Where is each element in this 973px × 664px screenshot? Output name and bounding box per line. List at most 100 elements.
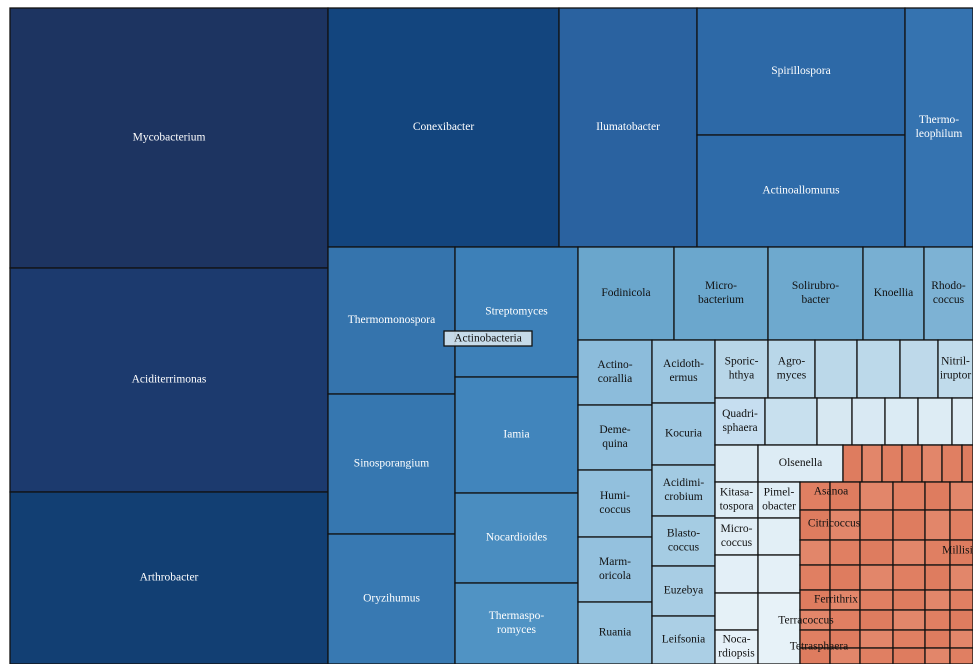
- tile-label: corallia: [598, 373, 632, 385]
- tile-label: Thermaspo-: [489, 610, 545, 622]
- tile-label: crobium: [664, 491, 702, 503]
- tile: [454, 582, 579, 664]
- tile: [714, 339, 769, 399]
- tile: [9, 7, 329, 269]
- tile: [757, 517, 801, 556]
- tile: [861, 444, 883, 483]
- tile-label: Nitril-: [941, 356, 970, 368]
- tile: [899, 339, 939, 399]
- tile: [924, 564, 951, 591]
- tile: [904, 7, 973, 248]
- tile: [651, 339, 716, 404]
- tile: [799, 509, 831, 541]
- tile: [949, 629, 973, 649]
- tile-label: Knoellia: [874, 287, 914, 299]
- tile-label: Ruania: [599, 627, 632, 639]
- tile-label: Asanoa: [814, 486, 849, 498]
- tile-label: ermus: [669, 372, 698, 384]
- tile: [577, 469, 653, 538]
- tile: [829, 481, 861, 511]
- tile-label: Nocardioides: [486, 532, 548, 544]
- tile-label: myces: [777, 370, 807, 382]
- tile-label: leophilum: [916, 128, 963, 140]
- tile: [558, 7, 698, 248]
- tile: [327, 246, 456, 395]
- tile-label: Marm-: [599, 556, 631, 568]
- tile: [829, 564, 861, 591]
- tile-label: Citricoccus: [808, 518, 861, 530]
- tile-label: Euzebya: [664, 585, 704, 597]
- tile: [454, 492, 579, 584]
- tile-label: Agro-: [778, 356, 806, 368]
- tile-label: coccus: [933, 294, 965, 306]
- tile-label: Arthrobacter: [140, 572, 199, 584]
- tile-label: rdiopsis: [718, 648, 755, 660]
- tile-label: sphaera: [722, 422, 757, 434]
- tile-label: obacter: [762, 501, 796, 513]
- tile-label: Spirillospora: [771, 65, 830, 77]
- tile: [696, 134, 906, 248]
- tile: [924, 647, 951, 664]
- tile: [892, 647, 926, 664]
- tile-label: tospora: [720, 501, 754, 513]
- tile: [923, 246, 973, 341]
- tile-label: hthya: [729, 370, 755, 382]
- tile: [924, 509, 951, 541]
- tile-label: bacter: [801, 294, 829, 306]
- tile-label: coccus: [721, 537, 753, 549]
- tile: [859, 609, 894, 631]
- tile-label: romyces: [497, 624, 536, 636]
- tile: [757, 592, 801, 664]
- tile-label: Streptomyces: [485, 306, 548, 318]
- tile: [454, 246, 579, 378]
- tile-label: Olsenella: [779, 457, 822, 469]
- tile-label: Terracoccus: [778, 615, 834, 627]
- tile-label: Humi-: [600, 490, 630, 502]
- tile-label: Kitasa-: [720, 487, 753, 499]
- tile-label: Mycobacterium: [133, 132, 206, 144]
- tile-label: Actino-: [597, 359, 632, 371]
- tile-label: Rhodo-: [931, 280, 966, 292]
- tile: [924, 609, 951, 631]
- tile: [714, 592, 759, 631]
- tile: [9, 267, 329, 493]
- tile-label: Thermo-: [919, 114, 959, 126]
- tile: [577, 601, 653, 664]
- tile-label: Iamia: [503, 429, 529, 441]
- tile: [937, 339, 973, 399]
- tile: [714, 554, 759, 594]
- tile-label: Millisia: [942, 545, 973, 557]
- tile: [651, 402, 716, 466]
- tile: [924, 481, 951, 511]
- tile-label: Sinosporangium: [354, 458, 429, 470]
- tile-label: Conexibacter: [413, 121, 474, 133]
- tile-label: Solirubro-: [792, 280, 839, 292]
- tile: [696, 7, 906, 136]
- tile-label: quina: [602, 438, 628, 450]
- tile-label: Ilumatobacter: [596, 121, 660, 133]
- tile: [577, 246, 675, 341]
- tile: [949, 647, 973, 664]
- tile: [892, 509, 926, 541]
- tile: [829, 539, 861, 566]
- tile: [951, 397, 973, 446]
- tile: [859, 647, 894, 664]
- tile-label: Micro-: [705, 280, 737, 292]
- tile: [949, 589, 973, 611]
- tile: [892, 481, 926, 511]
- tile: [829, 609, 861, 631]
- tile: [961, 444, 973, 483]
- tile: [327, 7, 560, 248]
- tile: [941, 444, 963, 483]
- tile-label: Ferrithrix: [814, 594, 858, 606]
- tile: [327, 393, 456, 535]
- tile: [851, 397, 886, 446]
- tile: [859, 481, 894, 511]
- tile-label: Aciditerrimonas: [132, 374, 207, 386]
- tile: [799, 564, 831, 591]
- root-label: Actinobacteria: [443, 330, 533, 347]
- tile: [842, 444, 863, 483]
- tile-label: oricola: [599, 570, 631, 582]
- tile: [764, 397, 818, 446]
- tile: [924, 589, 951, 611]
